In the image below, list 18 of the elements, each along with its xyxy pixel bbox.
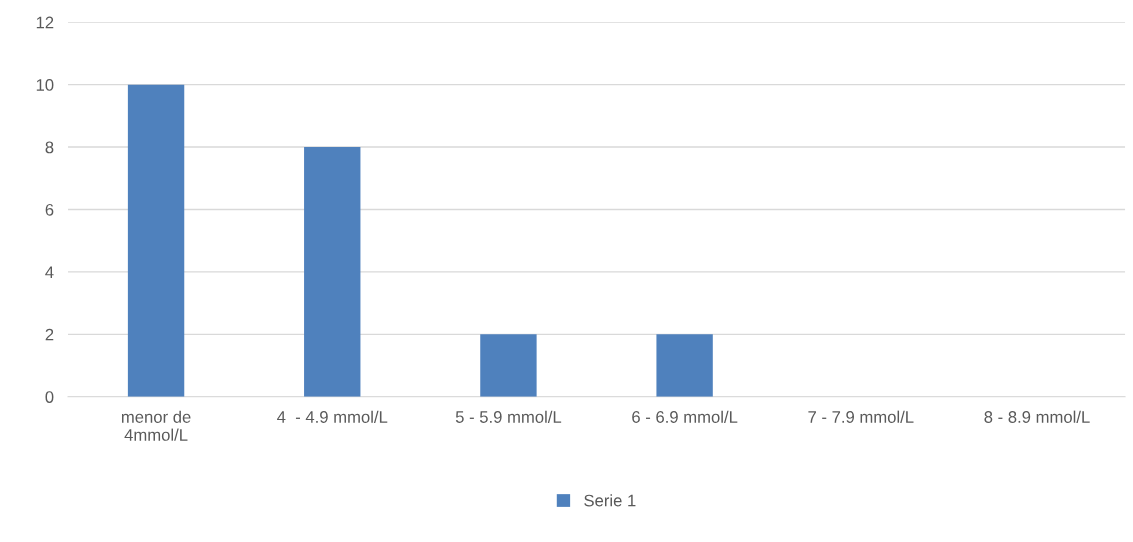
bar (304, 147, 361, 397)
x-tick-label: 4 - 4.9 mmol/L (277, 410, 388, 423)
y-tick-label: 6 (45, 203, 54, 216)
bar (127, 84, 185, 397)
legend-label: Serie 1 (584, 494, 636, 507)
y-tick-label: 10 (36, 79, 54, 91)
x-tick-label: 8 - 8.9 mmol/L (984, 410, 1090, 423)
bar (656, 334, 713, 397)
y-tick-label: 0 (45, 391, 54, 403)
bar (480, 334, 537, 397)
x-tick-label: 6 - 6.9 mmol/L (632, 410, 738, 423)
y-tick-label: 8 (45, 141, 54, 154)
y-tick-label: 4 (45, 266, 54, 278)
x-tick-label: 7 - 7.9 mmol/L (808, 410, 914, 423)
y-tick-label: 2 (45, 328, 54, 341)
x-tick-label: menor de 4mmol/L (121, 410, 191, 441)
y-tick-label: 12 (36, 16, 54, 29)
x-tick-label: 5 - 5.9 mmol/L (455, 410, 562, 423)
